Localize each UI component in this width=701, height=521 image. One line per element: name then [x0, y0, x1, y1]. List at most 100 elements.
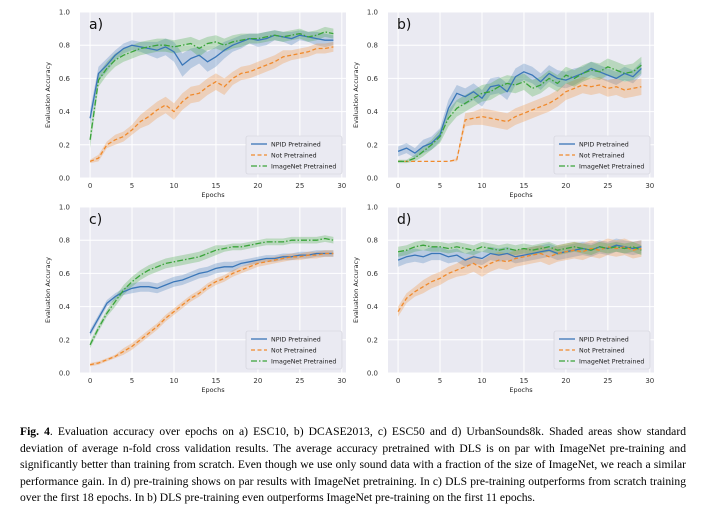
- legend: NPID Pretrained Not Pretrained ImageNet Pr…: [553, 330, 651, 370]
- x-tick-label: 5: [438, 182, 442, 190]
- x-tick-label: 0: [396, 182, 400, 190]
- std-band-3: [90, 26, 334, 149]
- x-tick-label: 10: [170, 377, 179, 385]
- series-line-3: [398, 64, 642, 163]
- x-tick-label: 30: [337, 182, 346, 190]
- y-axis-label: Evaluation Accuracy: [352, 62, 360, 128]
- x-tick-label: 30: [645, 182, 654, 190]
- chart-panel-1: 0.0 0.2 0.4 0.6 0.8 1.0 0 5 10 15 20 25 30 Epochs Eval…: [44, 9, 346, 200]
- y-tick-label: 0.2: [367, 141, 378, 149]
- x-axis-label: Epochs: [509, 386, 533, 394]
- y-tick-label: 0.8: [59, 237, 70, 245]
- legend-entry: NPID Pretrained: [579, 141, 629, 148]
- y-tick-label: 0.4: [59, 108, 71, 116]
- x-tick-label: 0: [88, 377, 92, 385]
- legend-entry: ImageNet Pretrained: [271, 358, 336, 365]
- x-tick-label: 10: [478, 377, 487, 385]
- x-tick-label: 25: [295, 182, 304, 190]
- legend: NPID Pretrained Not Pretrained ImageNet Pr…: [245, 330, 343, 370]
- legend-box: [245, 135, 343, 175]
- legend-entry: NPID Pretrained: [271, 141, 321, 148]
- legend-entry: NPID Pretrained: [271, 336, 321, 343]
- series-line-3: [89, 31, 334, 140]
- x-tick-label: 20: [561, 377, 570, 385]
- y-tick-label: 1.0: [367, 9, 378, 17]
- x-tick-label: 15: [519, 182, 528, 190]
- legend: NPID Pretrained Not Pretrained ImageNet Pr…: [245, 135, 343, 175]
- y-tick-label: 0.8: [59, 42, 70, 50]
- legend-entry: Not Pretrained: [579, 152, 625, 159]
- chart-panel-2: 0.0 0.2 0.4 0.6 0.8 1.0 0 5 10 15 20 25 30 Epochs Eval…: [352, 9, 654, 200]
- x-tick-label: 30: [645, 377, 654, 385]
- panel-label: d): [397, 212, 411, 228]
- legend-entry: ImageNet Pretrained: [579, 163, 644, 170]
- x-tick-label: 20: [561, 182, 570, 190]
- x-tick-label: 10: [478, 182, 487, 190]
- x-tick-label: 25: [295, 377, 304, 385]
- x-tick-label: 5: [438, 377, 442, 385]
- legend-entry: NPID Pretrained: [579, 336, 629, 343]
- y-tick-label: 0.0: [59, 370, 70, 378]
- x-axis-label: Epochs: [201, 386, 225, 394]
- y-tick-label: 0.2: [59, 141, 70, 149]
- y-tick-label: 1.0: [59, 9, 70, 17]
- series-line-1: [397, 67, 642, 154]
- y-tick-label: 0.4: [367, 303, 379, 311]
- series-line-3: [397, 244, 642, 253]
- y-tick-label: 0.6: [367, 270, 379, 278]
- std-band-3: [398, 240, 642, 257]
- series-line-1: [89, 252, 334, 334]
- std-band-2: [398, 76, 642, 162]
- legend-entry: Not Pretrained: [271, 152, 317, 159]
- x-tick-label: 20: [253, 182, 262, 190]
- x-axis-label: Epochs: [201, 191, 225, 199]
- chart-panel-4: 0.0 0.2 0.4 0.6 0.8 1.0 0 5 10 15 20 25 30 Epochs Eval…: [352, 204, 654, 395]
- x-tick-label: 0: [88, 182, 92, 190]
- figure-caption: Fig. 4. Evaluation accuracy over epochs …: [20, 424, 686, 507]
- x-tick-label: 30: [337, 377, 346, 385]
- x-tick-label: 0: [396, 377, 400, 385]
- x-tick-label: 25: [603, 377, 612, 385]
- std-band-2: [90, 41, 334, 164]
- y-axis-label: Evaluation Accuracy: [352, 257, 360, 323]
- x-tick-label: 10: [170, 182, 179, 190]
- legend-box: [553, 135, 651, 175]
- legend-entry: ImageNet Pretrained: [579, 358, 644, 365]
- std-band-2: [398, 238, 642, 317]
- legend-entry: Not Pretrained: [271, 347, 317, 354]
- y-tick-label: 0.6: [59, 270, 71, 278]
- caption-text: . Evaluation accuracy over epochs on a) …: [20, 425, 686, 505]
- x-tick-label: 5: [130, 377, 134, 385]
- std-band-1: [90, 30, 334, 127]
- x-tick-label: 25: [603, 182, 612, 190]
- y-tick-label: 0.4: [367, 108, 379, 116]
- x-tick-label: 5: [130, 182, 134, 190]
- x-axis-label: Epochs: [509, 191, 533, 199]
- y-tick-label: 0.8: [367, 42, 378, 50]
- y-tick-label: 0.4: [59, 303, 71, 311]
- series-line-2: [397, 246, 642, 312]
- legend-box: [553, 330, 651, 370]
- chart-panel-3: 0.0 0.2 0.4 0.6 0.8 1.0 0 5 10 15 20 25 30 Epochs Eval…: [44, 204, 346, 395]
- series-line-3: [89, 237, 334, 346]
- y-tick-label: 0.0: [367, 175, 378, 183]
- series-line-2: [89, 46, 334, 163]
- x-tick-label: 15: [211, 377, 220, 385]
- y-tick-label: 0.6: [367, 75, 379, 83]
- y-tick-label: 1.0: [367, 204, 378, 212]
- legend: NPID Pretrained Not Pretrained ImageNet Pr…: [553, 135, 651, 175]
- legend-entry: Not Pretrained: [579, 347, 625, 354]
- panel-label: a): [89, 17, 103, 33]
- x-tick-label: 15: [211, 182, 220, 190]
- series-line-2: [398, 84, 642, 163]
- y-tick-label: 0.2: [59, 336, 70, 344]
- x-tick-label: 20: [253, 377, 262, 385]
- panel-label: b): [397, 17, 411, 33]
- legend-entry: ImageNet Pretrained: [271, 163, 336, 170]
- std-band-1: [90, 250, 334, 337]
- y-tick-label: 0.8: [367, 237, 378, 245]
- y-tick-label: 0.2: [367, 336, 378, 344]
- series-line-1: [89, 34, 334, 119]
- x-tick-label: 15: [519, 377, 528, 385]
- y-axis-label: Evaluation Accuracy: [44, 257, 52, 323]
